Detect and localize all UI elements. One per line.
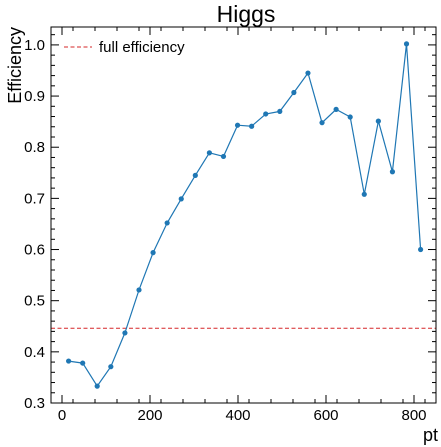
data-point — [361, 191, 367, 197]
plot-area: 0 200 400 600 800 0.3 0.4 0.5 0.6 0.7 0.8 0.9 1.0 — [24, 27, 436, 424]
data-point — [333, 106, 339, 112]
data-point — [403, 41, 410, 47]
data-point — [347, 114, 353, 120]
data-point — [178, 196, 184, 202]
data-point — [291, 89, 297, 96]
y-tick-label: 0.4 — [24, 344, 45, 361]
y-tick-label: 0.8 — [24, 139, 45, 156]
y-axis-label: Efficiency — [5, 27, 25, 104]
data-point — [108, 364, 114, 370]
data-point — [389, 169, 396, 175]
chart-title: Higgs — [217, 1, 276, 27]
y-tick-label: 0.5 — [24, 293, 45, 310]
data-point — [164, 220, 170, 226]
y-tick-label: 0.9 — [24, 88, 45, 105]
y-tick-label: 0.6 — [24, 242, 45, 259]
data-point — [206, 150, 212, 156]
data-point — [319, 120, 325, 126]
data-point — [66, 358, 72, 364]
x-tick-label: 0 — [58, 407, 66, 424]
x-axis-label: pt — [423, 425, 438, 445]
data-point — [220, 153, 227, 160]
data-point — [249, 123, 255, 129]
y-tick-label: 0.3 — [24, 395, 45, 412]
efficiency-series-line — [68, 43, 422, 388]
data-point — [192, 172, 198, 178]
y-tick-label: 1.0 — [24, 37, 45, 54]
data-point — [122, 330, 128, 336]
data-point — [263, 111, 269, 117]
data-point — [80, 360, 86, 366]
data-point — [375, 118, 381, 124]
x-tick-label: 200 — [137, 407, 162, 424]
plot-frame — [50, 26, 437, 404]
x-tick-label: 400 — [225, 407, 250, 424]
x-tick-label: 800 — [401, 407, 426, 424]
data-point — [277, 108, 283, 115]
legend-label-full-efficiency: full efficiency — [99, 39, 185, 56]
legend: full efficiency — [64, 39, 185, 56]
data-point — [150, 250, 156, 256]
data-point — [136, 287, 142, 293]
data-point — [418, 246, 424, 253]
x-tick-label: 600 — [313, 407, 338, 424]
data-point — [234, 122, 241, 128]
data-point — [305, 70, 311, 76]
data-point — [94, 383, 100, 389]
y-tick-label: 0.7 — [24, 190, 45, 207]
